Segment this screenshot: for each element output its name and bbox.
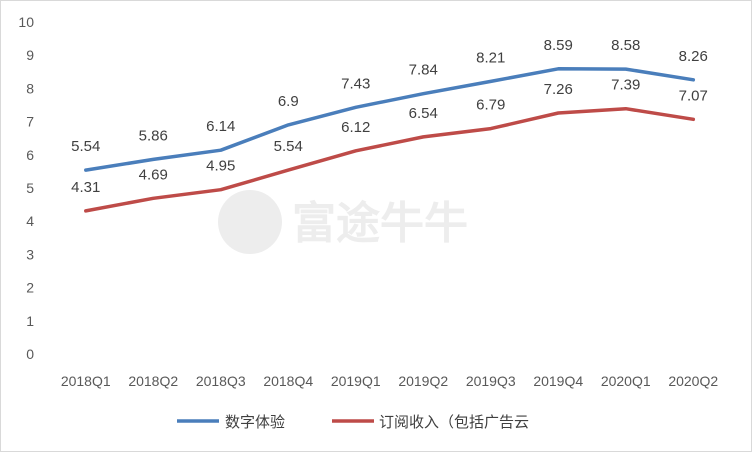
data-label: 4.31 (71, 179, 100, 196)
data-label: 6.54 (409, 105, 438, 122)
data-label: 8.21 (476, 49, 505, 66)
data-label: 4.95 (206, 158, 235, 175)
x-tick-label: 2018Q4 (263, 373, 313, 389)
data-label: 7.07 (679, 87, 708, 104)
x-tick-label: 2018Q2 (128, 373, 178, 389)
watermark-logo-icon (218, 190, 282, 254)
watermark: 富途牛牛 (218, 190, 468, 254)
y-tick-label: 7 (26, 114, 34, 130)
y-tick-label: 8 (26, 80, 34, 96)
x-tick-label: 2018Q1 (61, 373, 111, 389)
series-line-1 (84, 67, 696, 172)
y-tick-label: 6 (26, 147, 34, 163)
data-label: 5.54 (274, 138, 303, 155)
x-tick-label: 2019Q4 (533, 373, 583, 389)
data-label: 7.43 (341, 75, 370, 92)
data-label: 7.39 (611, 77, 640, 94)
x-tick-label: 2018Q3 (196, 373, 246, 389)
data-label: 4.69 (139, 166, 168, 183)
data-label: 6.14 (206, 118, 235, 135)
data-label: 8.58 (611, 37, 640, 54)
x-tick-label: 2020Q2 (668, 373, 718, 389)
watermark-text: 富途牛牛 (292, 198, 468, 249)
y-tick-label: 0 (26, 346, 34, 362)
y-tick-label: 2 (26, 280, 34, 296)
data-label: 6.9 (278, 93, 299, 110)
y-tick-label: 3 (26, 246, 34, 262)
data-label: 7.26 (544, 81, 573, 98)
data-label: 5.54 (71, 138, 100, 155)
series-line-2 (84, 106, 696, 213)
x-tick-label: 2019Q3 (466, 373, 516, 389)
y-tick-label: 9 (26, 47, 34, 63)
data-label: 6.79 (476, 97, 505, 114)
data-label: 8.59 (544, 37, 573, 54)
y-tick-label: 5 (26, 180, 34, 196)
y-tick-label: 1 (26, 313, 34, 329)
x-tick-label: 2019Q1 (331, 373, 381, 389)
data-label: 7.84 (409, 62, 438, 79)
data-label: 5.86 (139, 127, 168, 144)
legend-label-1: 数字体验 (225, 413, 285, 431)
data-label: 8.26 (679, 48, 708, 65)
y-tick-label: 10 (18, 14, 34, 30)
x-tick-label: 2019Q2 (398, 373, 448, 389)
legend-label-2: 订阅收入（包括广告云 (379, 413, 529, 431)
data-label: 6.12 (341, 119, 370, 136)
y-tick-label: 4 (26, 213, 34, 229)
x-tick-label: 2020Q1 (601, 373, 651, 389)
